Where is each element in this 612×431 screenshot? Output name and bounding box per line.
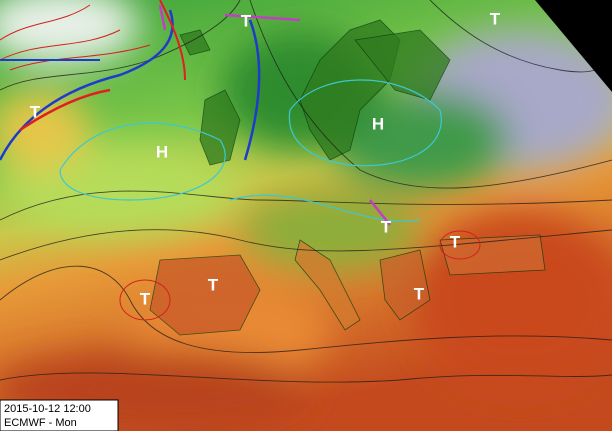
no-data-corner: [535, 0, 612, 92]
pressure-center-label: T: [241, 11, 252, 30]
pressure-center-label: T: [208, 275, 219, 294]
pressure-centers: T T T H H T T T T T: [30, 9, 501, 308]
timestamp: 2015-10-12 12:00: [4, 403, 91, 415]
isobars: [0, 0, 612, 383]
fronts: [0, 0, 391, 226]
pressure-center-label: H: [156, 142, 168, 161]
pressure-center-label: T: [414, 284, 425, 303]
pressure-center-label: H: [372, 114, 384, 133]
land: [149, 19, 546, 336]
model-label: ECMWF - Mon: [4, 417, 77, 429]
pressure-center-label: T: [381, 217, 392, 236]
info-box: [0, 399, 119, 431]
pressure-center-label: T: [450, 232, 461, 251]
pressure-center-label: T: [140, 289, 151, 308]
pressure-center-label: T: [490, 9, 501, 28]
pressure-center-label: T: [30, 102, 41, 121]
